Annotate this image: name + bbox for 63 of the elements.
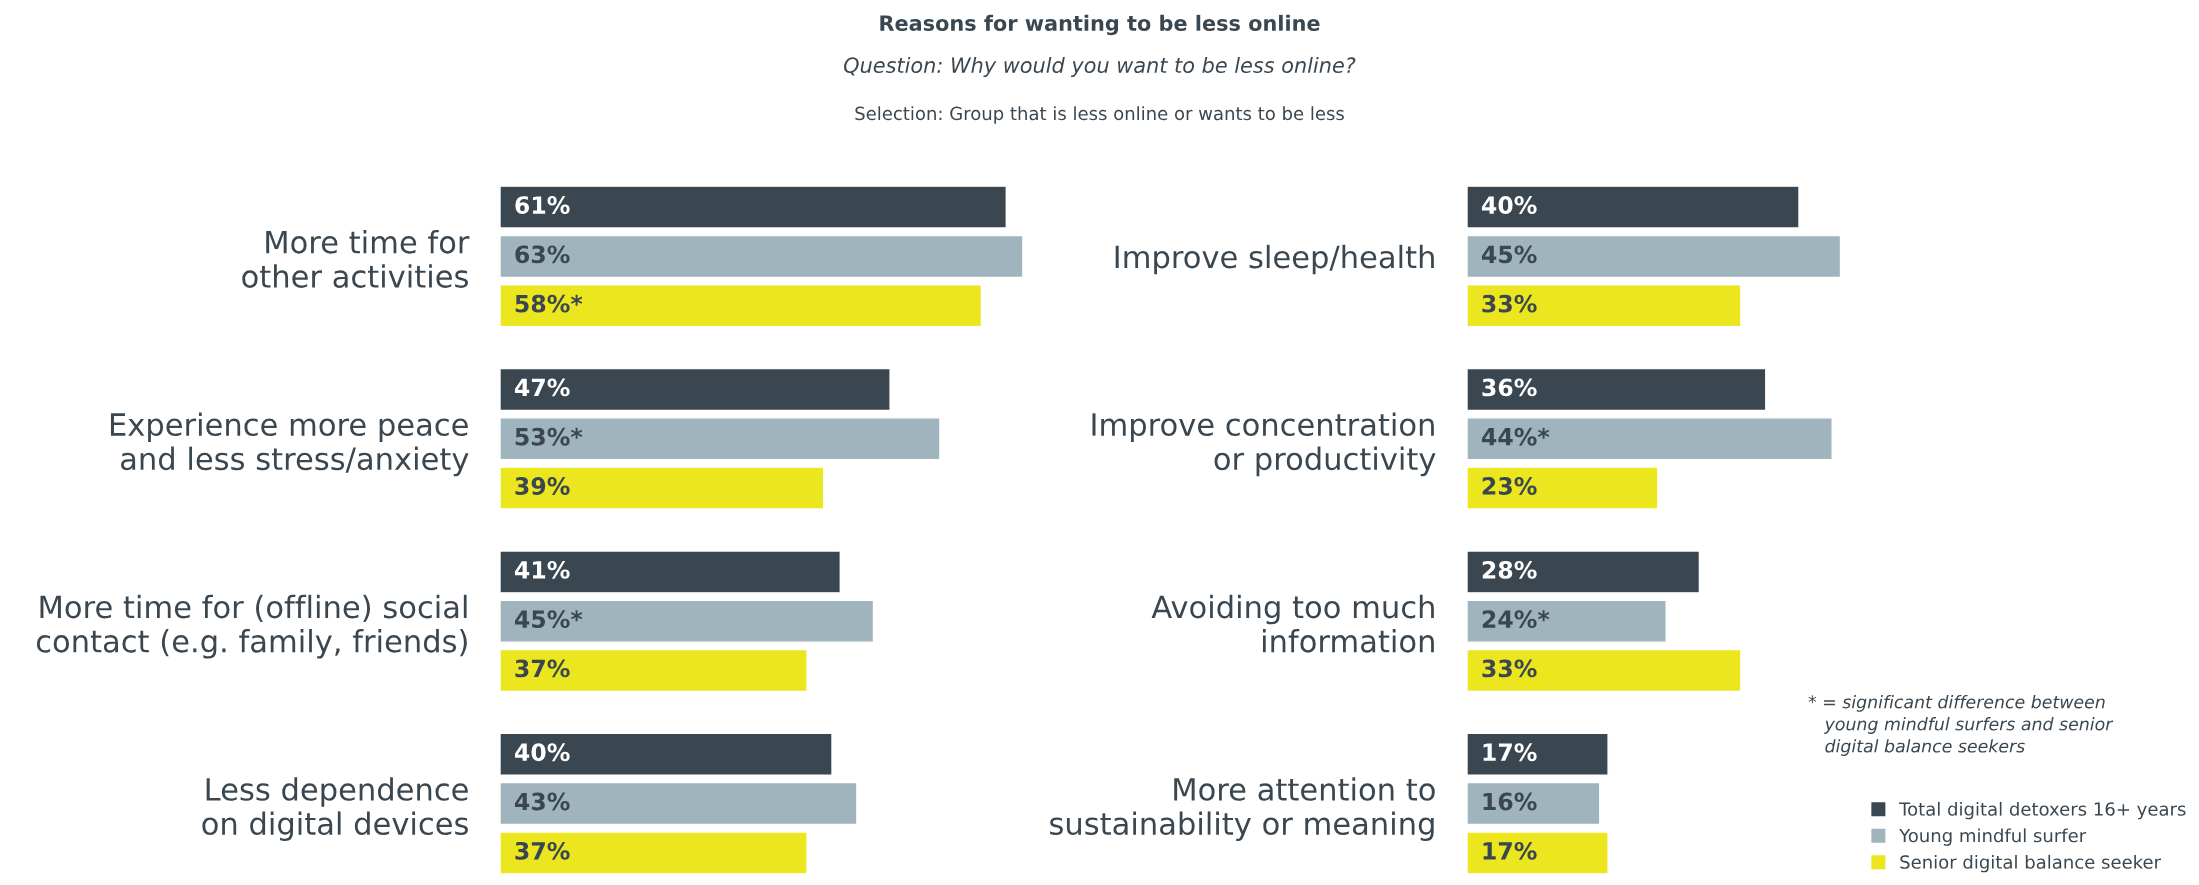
text: Selection: Group that is less online or wants to be less: [855, 106, 1344, 124]
text: Question: Why would you want to be less online?: [844, 56, 1356, 78]
bar: [500, 466, 825, 510]
data-label: 53%*: [515, 427, 583, 446]
data-label: 40%: [1481, 196, 1537, 214]
data-label: 24%*: [1482, 610, 1550, 629]
bar: [1467, 599, 1667, 643]
text: Reasons for wanting to be less online: [880, 14, 1320, 36]
data-label: 33%: [1482, 659, 1537, 678]
bar: [1467, 550, 1701, 594]
legend-label: Total digital detoxers 16+ years: [1899, 801, 2186, 820]
data-label: 37%: [515, 659, 570, 678]
data-label: 37%: [515, 841, 570, 860]
y-tick-label: Less dependence on digital devices: [202, 777, 468, 841]
bar: [1467, 831, 1609, 875]
data-label: 44%*: [1481, 427, 1550, 446]
data-label: 47%: [514, 378, 570, 397]
bar: [1467, 732, 1609, 776]
data-label: 40%: [514, 743, 570, 762]
data-label: 39%: [515, 477, 570, 495]
y-tick-label: Avoiding too much information: [1151, 594, 1434, 653]
data-label: 63%: [515, 245, 570, 264]
bar: [500, 732, 833, 776]
bar: [500, 417, 941, 461]
data-label: 17%: [1483, 743, 1537, 762]
y-tick-label: Experience more peace and less stress/anxiety: [110, 412, 469, 477]
bar: [500, 550, 841, 594]
bar: [500, 185, 1007, 229]
data-label: 58%*: [515, 294, 583, 313]
data-label: 41%: [514, 560, 570, 579]
bar: [1467, 234, 1842, 279]
data-label: 16%: [1483, 792, 1537, 811]
bar: [1467, 781, 1601, 826]
annotation: * = significant difference between young mindful surfers and senior digital balance seekers: [1808, 695, 2114, 756]
bar: [500, 234, 1024, 279]
bar: [500, 599, 875, 643]
data-label: 61%: [515, 196, 570, 214]
data-label: 17%: [1483, 841, 1537, 860]
bar: [1467, 185, 1800, 229]
data-label: 45%*: [514, 610, 583, 629]
y-tick-label: More time for other activities: [242, 230, 470, 288]
y-tick-label: More attention to sustainability or meaning: [1050, 777, 1435, 841]
data-label: 28%: [1482, 560, 1537, 579]
data-label: 36%: [1482, 378, 1537, 397]
bar: [500, 284, 983, 328]
bar: [500, 367, 891, 412]
data-label: 23%: [1482, 477, 1537, 495]
bar: [1467, 284, 1742, 328]
bar: [500, 648, 808, 693]
y-tick-label: Improve concentration or productivity: [1092, 412, 1436, 477]
bar: [1467, 648, 1742, 693]
bar: [1467, 466, 1659, 510]
bar: [500, 781, 858, 826]
y-tick-label: More time for (offline) social contact (e.g. family, friends): [36, 594, 467, 659]
legend-label: Senior digital balance seeker: [1900, 854, 2162, 873]
bar: [1467, 417, 1833, 461]
y-tick-label: Improve sleep/health: [1115, 244, 1434, 275]
data-label: 33%: [1482, 294, 1537, 313]
legend-label: Young mindful surfer: [1899, 828, 2087, 846]
data-label: 45%: [1481, 245, 1537, 264]
data-label: 43%: [514, 792, 570, 811]
bar: [1467, 367, 1767, 412]
bar: [500, 831, 808, 875]
